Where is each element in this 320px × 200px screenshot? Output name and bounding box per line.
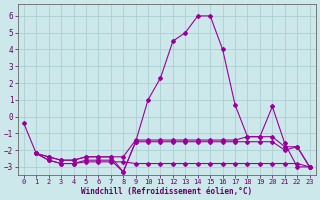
X-axis label: Windchill (Refroidissement éolien,°C): Windchill (Refroidissement éolien,°C) <box>81 187 252 196</box>
